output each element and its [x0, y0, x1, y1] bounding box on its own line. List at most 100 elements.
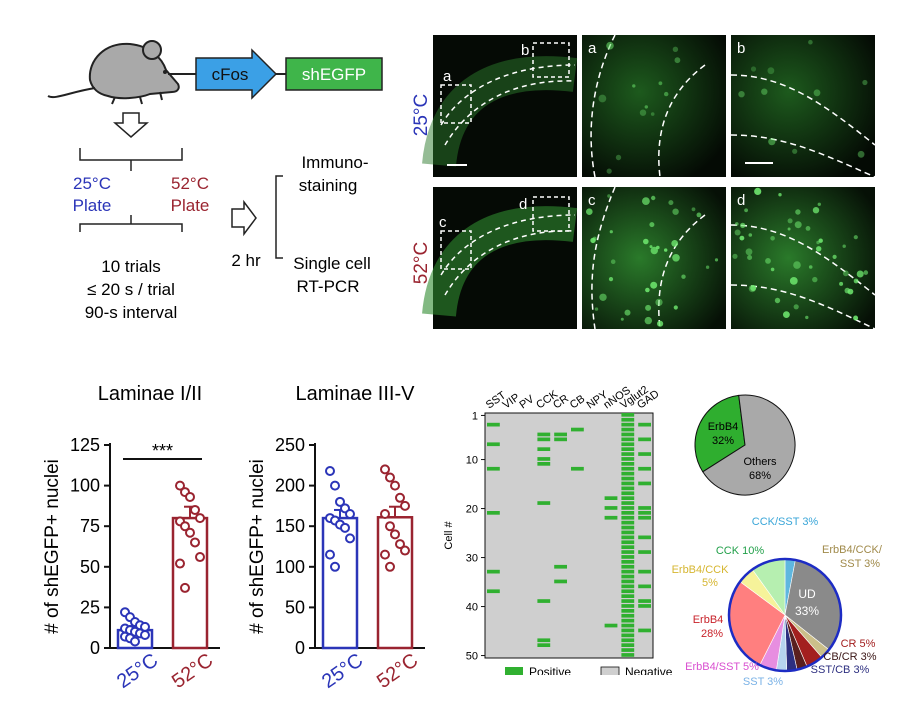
cell-dot	[761, 88, 768, 95]
heatmap-cell	[621, 569, 635, 574]
cell-dot	[748, 233, 753, 237]
cell-dot	[813, 89, 821, 97]
cell-dot	[805, 226, 811, 231]
cell-dot	[817, 202, 821, 206]
pie-label: CCK/SST 3%	[752, 516, 819, 528]
heatmap-cell	[621, 422, 635, 427]
heatmap-cell	[621, 486, 635, 491]
heatmap-cell	[638, 437, 651, 442]
heatmap-cell	[638, 481, 651, 486]
heatmap-cell	[621, 471, 635, 476]
pie-chart-erbb4: ErbB4 32% Others 68%	[694, 394, 796, 496]
heatmap-cell	[638, 599, 651, 603]
data-point	[175, 480, 185, 491]
significance-label: ***	[152, 441, 173, 461]
data-point	[325, 549, 335, 560]
data-point	[390, 529, 400, 540]
heatmap-y-tick-label: 10	[466, 455, 478, 467]
data-point	[190, 504, 200, 515]
cell-dot	[644, 105, 648, 109]
cell-dot	[747, 255, 753, 260]
svg-text:c: c	[588, 192, 596, 209]
cell-dot	[599, 293, 607, 301]
heatmap-cell	[487, 442, 500, 447]
pie-pct: 32%	[712, 435, 734, 447]
heatmap-cell	[621, 589, 635, 594]
data-point	[400, 545, 410, 556]
heatmap-cell	[621, 604, 635, 608]
cell-dot	[754, 187, 762, 195]
heatmap-cell	[638, 466, 651, 471]
y-tick-label: 25	[80, 597, 100, 617]
y-tick-label: 50	[80, 557, 100, 577]
pie-label: CCK 10%	[716, 545, 765, 557]
heatmap-cell	[621, 452, 635, 456]
cell-dot	[793, 261, 801, 269]
readout-pcr-2: RT-PCR	[297, 277, 360, 296]
pie-outline	[727, 557, 843, 673]
heatmap-y-tick-label: 20	[466, 504, 478, 516]
protocol-line-3: 90-s interval	[85, 303, 178, 322]
heatmap-cell	[537, 447, 551, 451]
cell-dot	[642, 197, 650, 206]
pie-label: ErbB4	[693, 614, 724, 626]
shegfp-box	[285, 57, 383, 91]
protocol-line-1: 10 trials	[101, 257, 161, 276]
cell-dot	[655, 298, 663, 306]
heatmap-cell	[621, 535, 635, 540]
chart-title: Laminae III-V	[296, 383, 416, 405]
cell-dot	[816, 246, 822, 252]
heatmap-cell	[621, 413, 635, 417]
cell-dot	[672, 46, 679, 52]
data-point	[385, 472, 395, 483]
x-tick-label: 25°C	[113, 649, 162, 693]
fluorescent-cells	[586, 39, 869, 327]
heatmap-cell	[638, 535, 651, 540]
heatmap-cell	[621, 618, 635, 623]
cell-dot	[863, 270, 869, 275]
heatmap-cell	[638, 550, 651, 554]
cell-dot	[734, 229, 741, 236]
micrograph-grid: 25°C 52°C a b a b c d c	[411, 35, 876, 330]
heatmap-cell	[621, 643, 635, 647]
cell-dot	[853, 235, 858, 240]
cell-dot	[657, 320, 664, 327]
cell-dot	[705, 265, 710, 269]
data-point	[195, 513, 205, 524]
readout-immuno-2: staining	[299, 176, 358, 195]
x-tick-label: 25°C	[318, 649, 367, 693]
y-tick-label: 200	[275, 476, 305, 496]
heatmap-cell	[638, 511, 651, 515]
cell-dot	[607, 194, 611, 198]
heatmap-cell	[537, 457, 551, 461]
svg-text:a: a	[588, 40, 597, 57]
cell-dot	[767, 67, 775, 75]
data-point	[330, 480, 340, 491]
heatmap-cell	[621, 442, 635, 447]
cell-dot	[608, 277, 614, 282]
data-point	[195, 552, 205, 563]
cell-dot	[750, 66, 757, 72]
heatmap-cell	[621, 564, 635, 569]
heatmap-cell	[621, 506, 635, 510]
cell-dot	[668, 200, 674, 206]
bar-chart-laminae-iii-v: Laminae III-V # of shEGFP+ nuclei 0 50 100 15…	[247, 383, 425, 693]
cell-dot	[610, 259, 616, 264]
heatmap-cell	[554, 432, 567, 437]
x-tick-label: 52°C	[373, 649, 422, 693]
heatmap-cell	[638, 452, 651, 456]
heatmap-cell	[621, 560, 635, 564]
cell-dot	[672, 208, 679, 215]
cell-dot	[696, 212, 702, 218]
cell-dot	[586, 208, 593, 215]
heatmap-cell	[638, 604, 651, 608]
cell-dot	[620, 317, 624, 321]
cell-dot	[671, 240, 679, 247]
heatmap-cell	[638, 515, 651, 520]
down-arrow-icon	[113, 112, 149, 138]
data-point	[400, 500, 410, 511]
data-point	[385, 521, 395, 532]
heatmap-cell	[638, 584, 651, 589]
pie-label: CB/CR 3%	[823, 651, 876, 663]
cell-dot	[750, 285, 757, 291]
